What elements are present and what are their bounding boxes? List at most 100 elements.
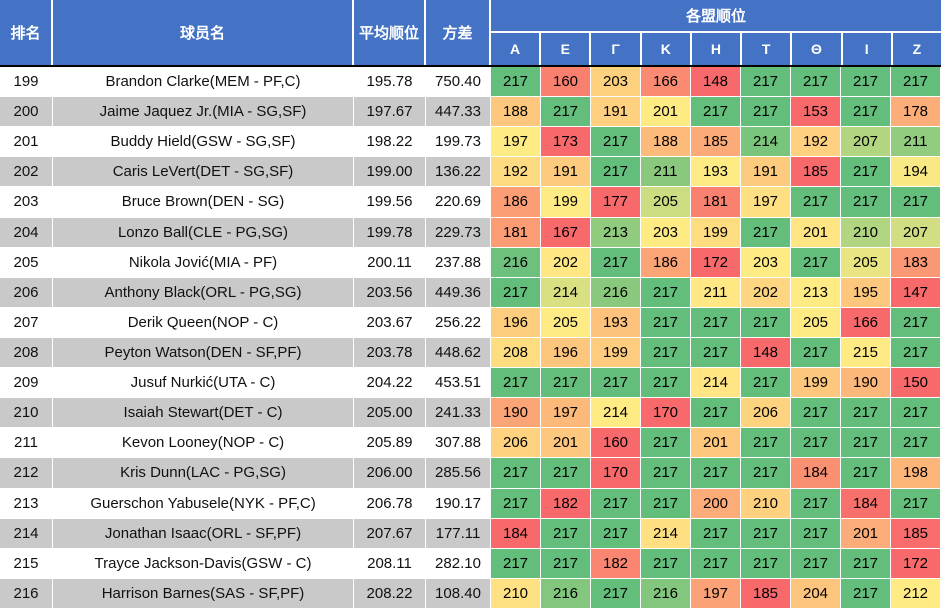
- league-rank-cell[interactable]: 217: [641, 428, 691, 459]
- avg-rank-cell[interactable]: 205.89: [354, 428, 426, 459]
- league-col-header[interactable]: Κ: [642, 33, 692, 65]
- league-rank-cell[interactable]: 217: [791, 488, 841, 519]
- variance-cell[interactable]: 285.56: [426, 458, 491, 489]
- variance-cell[interactable]: 220.69: [426, 187, 491, 218]
- league-rank-cell[interactable]: 208: [491, 337, 541, 369]
- league-rank-cell[interactable]: 185: [791, 157, 841, 188]
- player-cell[interactable]: Brandon Clarke(MEM - PF,C): [53, 67, 354, 98]
- league-rank-cell[interactable]: 193: [691, 157, 741, 188]
- league-rank-cell[interactable]: 217: [691, 337, 741, 369]
- league-rank-cell[interactable]: 217: [741, 67, 791, 98]
- league-rank-cell[interactable]: 191: [541, 157, 591, 188]
- league-rank-cell[interactable]: 217: [541, 368, 591, 399]
- league-rank-cell[interactable]: 217: [591, 488, 641, 519]
- league-rank-cell[interactable]: 196: [541, 337, 591, 369]
- league-rank-cell[interactable]: 217: [691, 548, 741, 579]
- league-rank-cell[interactable]: 192: [791, 127, 841, 158]
- league-rank-cell[interactable]: 217: [641, 548, 691, 579]
- league-rank-cell[interactable]: 203: [641, 217, 691, 248]
- league-rank-cell[interactable]: 217: [541, 458, 591, 489]
- league-rank-cell[interactable]: 204: [791, 578, 841, 609]
- league-rank-cell[interactable]: 217: [691, 458, 741, 489]
- player-cell[interactable]: Buddy Hield(GSW - SG,SF): [53, 127, 354, 158]
- avg-rank-cell[interactable]: 208.22: [354, 578, 426, 609]
- league-rank-cell[interactable]: 217: [741, 428, 791, 459]
- league-rank-cell[interactable]: 150: [891, 368, 941, 399]
- rank-cell[interactable]: 212: [0, 458, 53, 489]
- variance-cell[interactable]: 750.40: [426, 67, 491, 98]
- rank-cell[interactable]: 199: [0, 67, 53, 98]
- league-rank-cell[interactable]: 191: [591, 97, 641, 128]
- variance-cell[interactable]: 190.17: [426, 488, 491, 519]
- league-rank-cell[interactable]: 186: [491, 187, 541, 218]
- league-rank-cell[interactable]: 167: [541, 217, 591, 248]
- league-rank-cell[interactable]: 217: [791, 187, 841, 218]
- variance-cell[interactable]: 256.22: [426, 307, 491, 338]
- league-rank-cell[interactable]: 177: [591, 187, 641, 218]
- player-cell[interactable]: Lonzo Ball(CLE - PG,SG): [53, 217, 354, 248]
- header-league-group-cell[interactable]: 各盟顺位: [491, 0, 941, 33]
- league-rank-cell[interactable]: 217: [491, 548, 541, 579]
- league-rank-cell[interactable]: 217: [691, 398, 741, 429]
- avg-rank-cell[interactable]: 206.78: [354, 488, 426, 519]
- league-rank-cell[interactable]: 199: [591, 337, 641, 369]
- league-col-header[interactable]: Ζ: [912, 41, 922, 57]
- variance-cell[interactable]: 307.88: [426, 428, 491, 459]
- league-rank-cell[interactable]: 205: [541, 307, 591, 338]
- league-rank-cell[interactable]: 197: [691, 578, 741, 609]
- league-rank-cell[interactable]: 186: [641, 247, 691, 278]
- league-rank-cell[interactable]: 217: [591, 157, 641, 188]
- league-col-header[interactable]: Γ: [591, 33, 642, 65]
- variance-cell[interactable]: 447.33: [426, 97, 491, 128]
- rank-cell[interactable]: 204: [0, 217, 53, 248]
- league-rank-cell[interactable]: 198: [891, 458, 941, 489]
- league-rank-cell[interactable]: 181: [491, 217, 541, 248]
- league-rank-cell[interactable]: 217: [891, 67, 941, 98]
- league-rank-cell[interactable]: 214: [641, 518, 691, 549]
- variance-cell[interactable]: 449.36: [426, 277, 491, 308]
- league-rank-cell[interactable]: 205: [791, 307, 841, 338]
- league-rank-cell[interactable]: 214: [691, 368, 741, 399]
- league-rank-cell[interactable]: 217: [591, 518, 641, 549]
- avg-rank-cell[interactable]: 203.56: [354, 277, 426, 308]
- rank-cell[interactable]: 202: [0, 157, 53, 188]
- league-rank-cell[interactable]: 202: [541, 247, 591, 278]
- league-rank-cell[interactable]: 184: [791, 458, 841, 489]
- player-cell[interactable]: Harrison Barnes(SAS - SF,PF): [53, 578, 354, 609]
- league-rank-cell[interactable]: 217: [741, 307, 791, 338]
- variance-cell[interactable]: 241.33: [426, 398, 491, 429]
- rank-cell[interactable]: 208: [0, 337, 53, 369]
- avg-rank-cell[interactable]: 208.11: [354, 548, 426, 579]
- avg-rank-cell[interactable]: 204.22: [354, 368, 426, 399]
- league-rank-cell[interactable]: 213: [591, 217, 641, 248]
- league-rank-cell[interactable]: 190: [841, 368, 891, 399]
- league-rank-cell[interactable]: 217: [791, 398, 841, 429]
- league-rank-cell[interactable]: 210: [841, 217, 891, 248]
- league-rank-cell[interactable]: 207: [891, 217, 941, 248]
- player-cell[interactable]: Isaiah Stewart(DET - C): [53, 398, 354, 429]
- player-cell[interactable]: Guerschon Yabusele(NYK - PF,C): [53, 488, 354, 519]
- player-cell[interactable]: Peyton Watson(DEN - SF,PF): [53, 337, 354, 369]
- avg-rank-cell[interactable]: 195.78: [354, 67, 426, 98]
- league-rank-cell[interactable]: 217: [541, 97, 591, 128]
- league-rank-cell[interactable]: 201: [841, 518, 891, 549]
- rank-cell[interactable]: 201: [0, 127, 53, 158]
- player-cell[interactable]: Nikola Jović(MIA - PF): [53, 247, 354, 278]
- league-rank-cell[interactable]: 217: [741, 548, 791, 579]
- league-rank-cell[interactable]: 199: [541, 187, 591, 218]
- league-rank-cell[interactable]: 148: [691, 67, 741, 98]
- league-rank-cell[interactable]: 217: [791, 548, 841, 579]
- league-rank-cell[interactable]: 147: [891, 277, 941, 308]
- variance-cell[interactable]: 108.40: [426, 578, 491, 609]
- rank-cell[interactable]: 206: [0, 277, 53, 308]
- variance-cell[interactable]: 136.22: [426, 157, 491, 188]
- league-rank-cell[interactable]: 217: [841, 157, 891, 188]
- league-rank-cell[interactable]: 182: [591, 548, 641, 579]
- league-rank-cell[interactable]: 166: [641, 67, 691, 98]
- league-rank-cell[interactable]: 217: [841, 548, 891, 579]
- league-rank-cell[interactable]: 173: [541, 127, 591, 158]
- league-rank-cell[interactable]: 170: [641, 398, 691, 429]
- league-rank-cell[interactable]: 148: [741, 337, 791, 369]
- header-rank-cell[interactable]: 排名: [0, 0, 53, 65]
- league-rank-cell[interactable]: 213: [791, 277, 841, 308]
